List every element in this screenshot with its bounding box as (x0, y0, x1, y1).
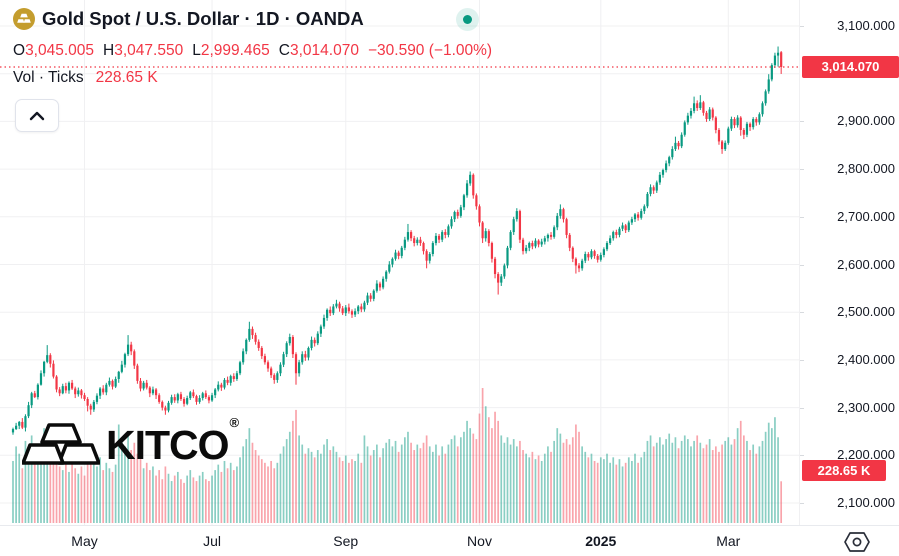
close-label: C (278, 42, 290, 59)
price-axis-label: 3,100.000 (837, 18, 895, 33)
kitco-gold-bars-icon (22, 423, 100, 465)
open-value: 3,045.005 (25, 42, 95, 59)
price-axis-label: 2,400.000 (837, 351, 895, 367)
low-label: L (192, 42, 201, 59)
price-axis-label: 2,900.000 (837, 113, 895, 129)
kitco-watermark: KITCO® (22, 415, 239, 468)
collapse-legend-button[interactable] (15, 99, 59, 132)
chevron-up-icon (29, 111, 45, 120)
gold-symbol-icon (13, 8, 35, 30)
time-axis-label: Jul (203, 533, 221, 549)
kitco-logo-text: KITCO® (106, 415, 239, 468)
time-axis-label: Nov (467, 533, 492, 549)
price-axis-tick (800, 121, 804, 123)
last-volume-badge: 228.65 K (802, 460, 886, 482)
price-axis-tick (800, 503, 804, 504)
high-value: 3,047.550 (114, 42, 184, 59)
price-axis-label: 2,700.000 (837, 208, 895, 224)
open-label: O (13, 42, 26, 59)
price-axis-tick (800, 26, 804, 27)
symbol-title[interactable]: Gold Spot / U.S. Dollar · 1D · OANDA (42, 8, 364, 29)
time-axis-label: Mar (716, 533, 741, 549)
time-axis-label: May (71, 533, 98, 549)
time-axis-label: Sep (333, 533, 359, 549)
price-axis-tick (800, 407, 804, 409)
price-axis-tick (800, 455, 804, 457)
candlestick-chart[interactable] (0, 0, 799, 525)
price-axis-label: 2,800.000 (837, 161, 895, 177)
chart-pane[interactable] (0, 0, 799, 525)
change-value: −30.590 (−1.00%) (367, 42, 493, 59)
time-axis[interactable]: May Jul Sep Nov 2025 Mar (0, 525, 899, 556)
symbol-title-row[interactable]: Gold Spot / U.S. Dollar · 1D · OANDA (13, 7, 364, 31)
ohlc-row: O3,045.005 H3,047.550 L2,999.465 C3,014.070… (13, 42, 492, 60)
price-axis-label: 2,500.000 (837, 304, 895, 320)
market-open-dot (463, 15, 472, 24)
price-axis-tick (800, 359, 804, 361)
price-axis-tick (800, 264, 804, 266)
price-axis-label: 2,600.000 (837, 256, 895, 272)
scale-settings-icon[interactable] (842, 530, 872, 554)
price-axis-label: 2,300.000 (837, 399, 895, 415)
price-axis-tick (800, 216, 804, 218)
high-label: H (103, 42, 115, 59)
volume-row: Vol · Ticks 228.65 K (13, 69, 158, 87)
time-axis-label: 2025 (585, 533, 617, 549)
close-value: 3,014.070 (290, 42, 359, 59)
volume-label: Vol · Ticks (13, 69, 84, 86)
price-axis-label: 2,100.000 (837, 495, 895, 510)
low-value: 2,999.465 (200, 42, 270, 59)
registered-mark: ® (229, 415, 240, 430)
volume-value: 228.65 K (95, 69, 158, 86)
last-price-badge: 3,014.070 (802, 55, 899, 78)
price-axis-tick (800, 169, 804, 171)
market-status-halo[interactable] (456, 8, 479, 31)
price-axis-tick (800, 312, 804, 314)
price-axis[interactable]: 3,014.070 228.65 K 3,100.000 2,900.000 2,8… (799, 0, 899, 525)
price-axis-label: 2,200.000 (837, 447, 895, 463)
